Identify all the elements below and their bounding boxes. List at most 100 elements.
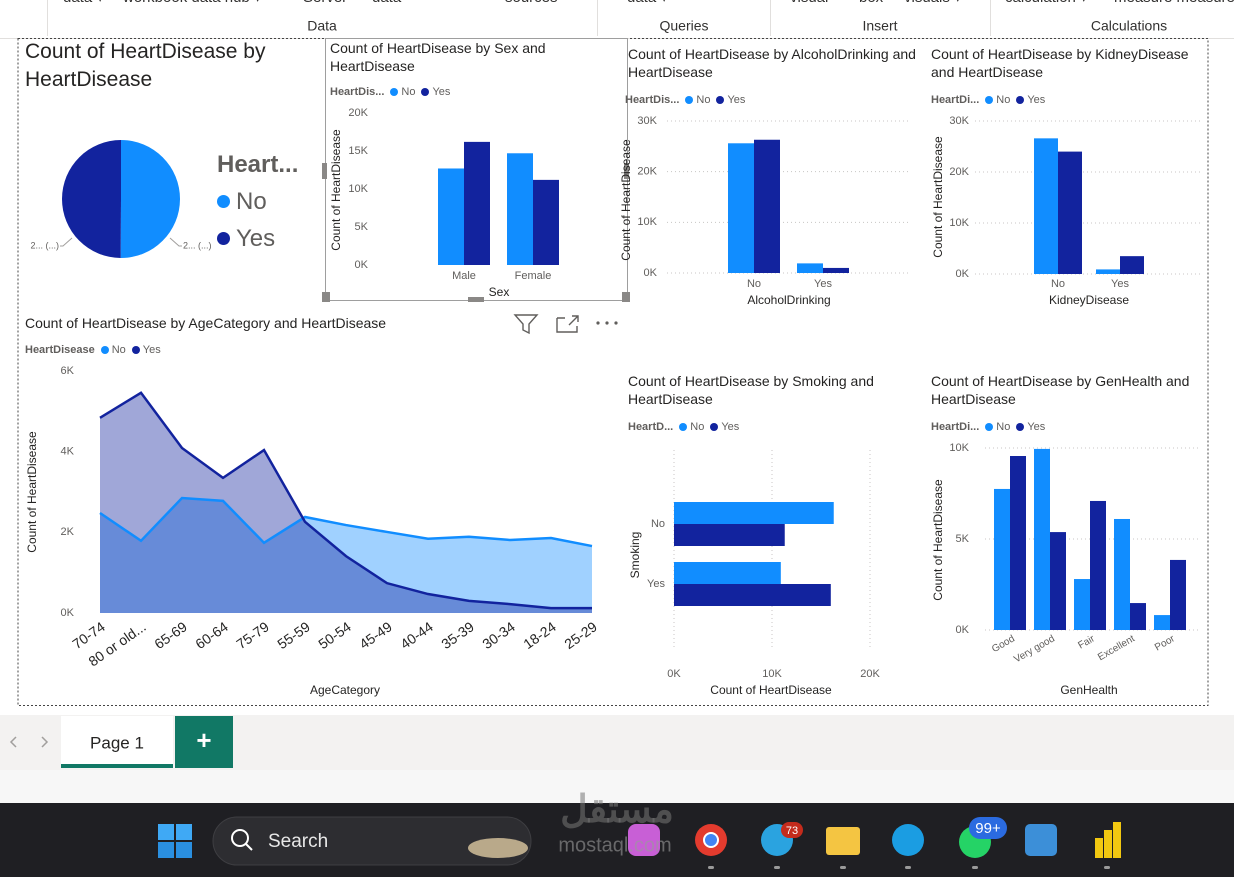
bar [1114,518,1130,630]
y-tick-label: 10K [637,216,657,228]
y-axis-title: Count of HeartDisease [329,129,343,251]
x-tick-label: Fair [1076,633,1097,651]
x-tick-label: 35-39 [438,618,477,652]
x-axis-title: KidneyDisease [1049,293,1129,307]
data-label: 2... (...) [30,240,59,250]
bar [994,488,1010,630]
bar [1034,448,1050,630]
y-tick-label: 0K [956,268,970,280]
y-tick-label: 10K [949,442,969,454]
leader-line [60,237,73,247]
page-tab-label[interactable]: Page 1 [90,733,144,752]
y-tick-label: 20K [348,107,368,119]
ribbon-group: Insert [862,18,897,34]
add-page-label[interactable]: + [196,725,211,755]
x-tick-label: 50-54 [315,618,354,652]
ribbon [0,0,1234,38]
x-tick-label: 75-79 [233,618,272,652]
powerbi-icon[interactable] [1095,822,1121,858]
y-tick-label: 6K [61,365,75,377]
y-tick-label: 2K [61,526,75,538]
leader-line [169,237,182,247]
x-tick-label: 45-49 [356,618,395,652]
tab-scroll[interactable] [9,736,49,748]
resize-handles[interactable] [322,163,630,302]
bar [1130,603,1146,630]
bar [754,139,780,273]
y-tick-label: Yes [647,578,665,590]
badge [781,822,803,838]
x-axis-title: GenHealth [1060,683,1117,697]
pie-slice [62,140,121,258]
data-label: 2... (...) [183,240,212,250]
x-tick-label: Excellent [1096,633,1137,663]
ribbon-group: Queries [659,18,708,34]
status-bar [0,770,1234,803]
x-axis-title: AgeCategory [310,683,380,697]
taskbar-apps[interactable] [628,822,1121,858]
search-highlight [468,838,528,858]
ribbon-item: data ▾ [63,0,104,6]
visual-header[interactable] [513,314,618,335]
x-tick-label: 10K [762,668,782,680]
edge-icon[interactable] [892,824,924,856]
badge-label: 99+ [975,820,1001,837]
search-box[interactable] [212,816,532,866]
bar [1170,559,1186,630]
ribbon-item: data [372,0,402,6]
bar [823,267,849,273]
ribbon-group: Calculations [1091,18,1167,34]
focus-icon[interactable] [556,315,579,333]
explorer-icon[interactable] [826,827,860,855]
bar [438,168,464,265]
area-line [99,391,592,610]
more-icon[interactable] [596,321,618,325]
bar [674,524,785,546]
bar [1058,151,1082,274]
x-tick-label: Very good [1012,633,1057,665]
badge [969,817,1007,839]
x-tick-label: 65-69 [151,618,190,652]
ribbon-item: data ▾ [627,0,668,6]
start-button[interactable] [158,824,192,858]
y-tick-label: 10K [949,217,969,229]
y-axis-title: Count of HeartDisease [931,136,945,258]
copilot-icon[interactable] [628,824,660,856]
bar [1010,456,1026,630]
y-axis-title: Count of HeartDisease [25,431,39,553]
bar [674,502,834,524]
x-tick-label: Yes [1111,278,1129,290]
bar [728,143,754,273]
ribbon-item: measure measure [1114,0,1234,6]
x-tick-label: 60-64 [192,618,231,652]
y-axis-title: Count of HeartDisease [931,479,945,601]
filter-icon[interactable] [513,314,539,335]
search-icon [245,843,253,851]
y-tick-label: 5K [355,221,369,233]
ribbon-item: workbook data hub ▾ [122,0,262,6]
y-tick-label: 0K [61,607,75,619]
ribbon-item: Server [303,0,347,6]
search-label[interactable]: Search [268,831,328,852]
add-page[interactable] [175,716,233,768]
page-tab[interactable] [61,716,173,768]
y-axis-title: Smoking [628,532,642,579]
bar [1154,615,1170,630]
ribbon-item: calculation ▾ [1005,0,1088,6]
x-tick-label: Female [515,270,552,282]
photos-icon[interactable] [1025,824,1057,856]
bar [797,263,823,273]
bar [507,153,533,265]
x-tick-label: No [747,278,761,290]
watermark: مستقل [560,789,674,831]
ribbon-item: visuals ▾ [904,0,962,6]
bar [1096,269,1120,274]
pie-slice [120,140,181,259]
y-tick-label: 4K [61,446,75,458]
x-tick-label: Male [452,270,476,282]
search-icon [231,829,249,847]
badge-label: 73 [786,825,798,837]
x-tick-label: Yes [814,278,832,290]
